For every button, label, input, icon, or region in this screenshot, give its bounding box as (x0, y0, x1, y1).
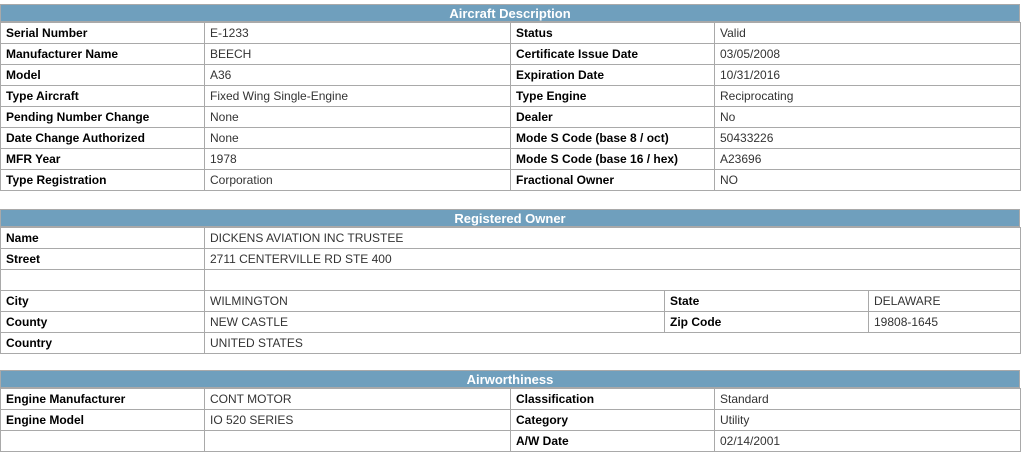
cell-value-right: A23696 (714, 148, 1021, 170)
owner-street2-value (204, 269, 1021, 291)
cell-label-right: Dealer (510, 106, 715, 128)
cell-label-left: Date Change Authorized (0, 127, 205, 149)
cell-value-right: Standard (714, 388, 1021, 410)
table-row: Street 2711 CENTERVILLE RD STE 400 (0, 248, 1021, 270)
table-row: Type Registration Corporation Fractional O… (0, 169, 1021, 191)
cell-label-right: Expiration Date (510, 64, 715, 86)
cell-value-left: BEECH (204, 43, 511, 65)
table-row: Engine Model IO 520 SERIES Category Utility (0, 409, 1021, 431)
cell-label-right: Type Engine (510, 85, 715, 107)
cell-value-right: No (714, 106, 1021, 128)
airworthiness-header: Airworthiness (0, 370, 1020, 388)
owner-state-label: State (664, 290, 869, 312)
owner-city-value: WILMINGTON (204, 290, 665, 312)
registered-owner-section: Registered Owner Name DICKENS AVIATION I… (0, 209, 1021, 354)
table-row: Model A36 Expiration Date 10/31/2016 (0, 64, 1021, 86)
registered-owner-table: Name DICKENS AVIATION INC TRUSTEE Street… (0, 227, 1021, 354)
cell-label-left: Pending Number Change (0, 106, 205, 128)
table-row: City WILMINGTON State DELAWARE (0, 290, 1021, 312)
owner-zip-value: 19808-1645 (868, 311, 1021, 333)
table-row: Name DICKENS AVIATION INC TRUSTEE (0, 227, 1021, 249)
cell-label-left: MFR Year (0, 148, 205, 170)
cell-label-right: Mode S Code (base 8 / oct) (510, 127, 715, 149)
cell-value-left: 1978 (204, 148, 511, 170)
cell-value-left: Fixed Wing Single-Engine (204, 85, 511, 107)
cell-label-left: Engine Model (0, 409, 205, 431)
owner-street-value: 2711 CENTERVILLE RD STE 400 (204, 248, 1021, 270)
cell-label-left: Manufacturer Name (0, 43, 205, 65)
table-row: A/W Date 02/14/2001 (0, 430, 1021, 452)
owner-name-label: Name (0, 227, 205, 249)
table-row: County NEW CASTLE Zip Code 19808-1645 (0, 311, 1021, 333)
owner-zip-label: Zip Code (664, 311, 869, 333)
cell-value-right: 03/05/2008 (714, 43, 1021, 65)
table-row: Type Aircraft Fixed Wing Single-Engine Typ… (0, 85, 1021, 107)
cell-label-right: Fractional Owner (510, 169, 715, 191)
cell-label-left (0, 430, 205, 452)
table-row: Manufacturer Name BEECH Certificate Issue … (0, 43, 1021, 65)
aircraft-description-table: Serial Number E-1233 Status Valid Manufactur… (0, 22, 1021, 191)
cell-label-left: Type Aircraft (0, 85, 205, 107)
owner-country-value: UNITED STATES (204, 332, 1021, 354)
registered-owner-header: Registered Owner (0, 209, 1020, 227)
table-row: MFR Year 1978 Mode S Code (base 16 / hex) A… (0, 148, 1021, 170)
owner-street-label: Street (0, 248, 205, 270)
cell-value-right: Utility (714, 409, 1021, 431)
aircraft-description-header: Aircraft Description (0, 4, 1020, 22)
cell-value-left: None (204, 106, 511, 128)
cell-value-right: Valid (714, 22, 1021, 44)
owner-name-value: DICKENS AVIATION INC TRUSTEE (204, 227, 1021, 249)
cell-label-left: Type Registration (0, 169, 205, 191)
cell-value-left: CONT MOTOR (204, 388, 511, 410)
cell-value-left (204, 430, 511, 452)
table-row: Date Change Authorized None Mode S Code (b… (0, 127, 1021, 149)
cell-value-left: A36 (204, 64, 511, 86)
cell-label-left: Serial Number (0, 22, 205, 44)
cell-label-left: Engine Manufacturer (0, 388, 205, 410)
table-row (0, 269, 1021, 291)
cell-label-right: Mode S Code (base 16 / hex) (510, 148, 715, 170)
owner-county-value: NEW CASTLE (204, 311, 665, 333)
cell-value-right: 50433226 (714, 127, 1021, 149)
cell-label-left: Model (0, 64, 205, 86)
table-row: Serial Number E-1233 Status Valid (0, 22, 1021, 44)
cell-label-right: Status (510, 22, 715, 44)
cell-label-right: Category (510, 409, 715, 431)
table-row: Country UNITED STATES (0, 332, 1021, 354)
cell-value-left: IO 520 SERIES (204, 409, 511, 431)
cell-value-right: 02/14/2001 (714, 430, 1021, 452)
table-row: Engine Manufacturer CONT MOTOR Classificat… (0, 388, 1021, 410)
owner-city-label: City (0, 290, 205, 312)
cell-label-right: Certificate Issue Date (510, 43, 715, 65)
cell-value-left: E-1233 (204, 22, 511, 44)
cell-value-left: Corporation (204, 169, 511, 191)
airworthiness-table: Engine Manufacturer CONT MOTOR Classificat… (0, 388, 1021, 452)
aircraft-description-section: Aircraft Description Serial Number E-1233… (0, 4, 1021, 191)
airworthiness-section: Airworthiness Engine Manufacturer CONT MO… (0, 370, 1021, 452)
cell-value-right: Reciprocating (714, 85, 1021, 107)
cell-label-right: A/W Date (510, 430, 715, 452)
owner-county-label: County (0, 311, 205, 333)
owner-country-label: Country (0, 332, 205, 354)
cell-value-right: 10/31/2016 (714, 64, 1021, 86)
cell-label-right: Classification (510, 388, 715, 410)
cell-value-right: NO (714, 169, 1021, 191)
cell-value-left: None (204, 127, 511, 149)
table-row: Pending Number Change None Dealer No (0, 106, 1021, 128)
owner-street2-label (0, 269, 205, 291)
owner-state-value: DELAWARE (868, 290, 1021, 312)
